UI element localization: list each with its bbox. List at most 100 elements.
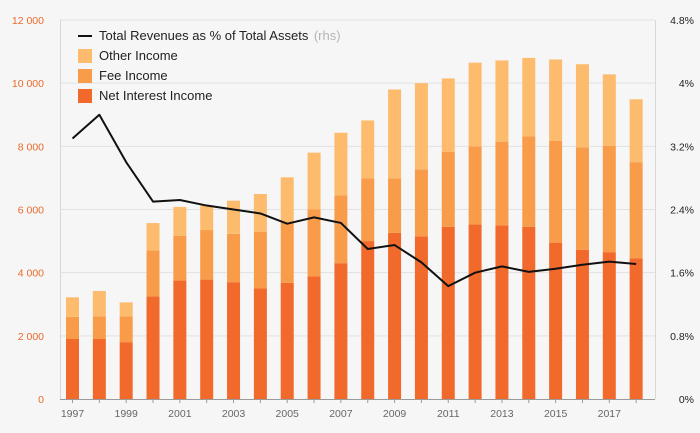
bar-other-income-2018: [629, 99, 643, 163]
bar-net-interest-income-2015: [549, 242, 563, 399]
x-tick-label: 2001: [168, 408, 192, 420]
bar-fee-income-2000: [146, 250, 160, 297]
y-right-tick-label: 2.4%: [670, 205, 694, 217]
y-left-tick-label: 10 000: [12, 78, 44, 90]
bar-other-income-2002: [200, 205, 214, 231]
legend-label-other-income: Other Income: [99, 48, 178, 63]
bar-other-income-2006: [307, 152, 321, 210]
y-left-tick-label: 8 000: [18, 141, 44, 153]
bar-fee-income-2002: [200, 230, 214, 280]
bar-net-interest-income-2017: [602, 252, 616, 399]
x-tick-label: 2017: [598, 408, 622, 420]
bar-net-interest-income-2004: [253, 288, 267, 399]
bar-fee-income-2013: [495, 141, 509, 226]
bar-net-interest-income-2005: [280, 282, 294, 399]
bar-other-income-2001: [173, 206, 187, 236]
bar-other-income-2007: [334, 132, 348, 196]
bar-net-interest-income-1999: [119, 342, 133, 399]
bar-fee-income-2017: [602, 145, 616, 253]
bar-net-interest-income-2014: [522, 226, 536, 399]
bar-net-interest-income-2010: [414, 236, 428, 399]
bar-fee-income-2011: [441, 151, 455, 227]
x-tick-label: 2011: [437, 408, 460, 420]
bar-fee-income-2005: [280, 222, 294, 283]
legend-label-line: Total Revenues as % of Total Assets: [99, 28, 309, 43]
y-right-tick-label: 1.6%: [670, 268, 694, 280]
x-tick-label: 2009: [383, 408, 407, 420]
legend: Total Revenues as % of Total Assets (rhs…: [78, 28, 341, 103]
bar-fee-income-2003: [227, 233, 241, 283]
bar-other-income-2003: [227, 200, 241, 234]
bar-fee-income-2007: [334, 195, 348, 264]
bar-other-income-2009: [388, 89, 402, 179]
line-total-revenues-pct-assets: [71, 113, 637, 288]
bar-fee-income-2008: [361, 178, 375, 242]
bar-other-income-2010: [414, 83, 428, 170]
bar-net-interest-income-2007: [334, 263, 348, 399]
bar-net-interest-income-2002: [200, 279, 214, 399]
legend-swatch-net-interest-income: [78, 89, 92, 103]
bar-fee-income-1997: [66, 316, 79, 339]
bar-net-interest-income-2003: [227, 282, 241, 399]
bar-net-interest-income-1998: [92, 338, 106, 399]
bar-other-income-1998: [92, 290, 106, 317]
bar-other-income-2015: [549, 59, 563, 141]
bar-fee-income-2010: [414, 169, 428, 237]
bar-net-interest-income-2016: [575, 249, 589, 399]
bars: [66, 57, 643, 399]
bar-net-interest-income-2011: [441, 226, 455, 399]
y-right-tick-label: 0.8%: [670, 331, 694, 343]
bar-other-income-2017: [602, 74, 616, 146]
bar-fee-income-2006: [307, 209, 321, 277]
bar-fee-income-2015: [549, 140, 563, 243]
bar-fee-income-2004: [253, 231, 267, 289]
bar-other-income-2013: [495, 60, 509, 142]
bar-fee-income-2001: [173, 235, 187, 281]
bar-net-interest-income-2018: [629, 258, 643, 399]
bar-fee-income-1998: [92, 316, 106, 339]
bar-fee-income-2012: [468, 146, 482, 225]
legend-label-fee-income: Fee Income: [99, 68, 168, 83]
bar-net-interest-income-2006: [307, 276, 321, 399]
bar-other-income-2011: [441, 78, 455, 152]
bar-other-income-2016: [575, 64, 589, 148]
x-tick-label: 2007: [329, 408, 353, 420]
bar-other-income-2012: [468, 62, 482, 147]
x-tick-label: 2015: [544, 408, 568, 420]
bar-fee-income-2018: [629, 162, 643, 259]
axes: 0 2 000 4 000 6 000 8 000 10 000 12 000 0% 0.8% 1…: [12, 15, 694, 420]
bar-fee-income-1999: [119, 316, 133, 343]
legend-label-line-note: (rhs): [314, 28, 341, 43]
bar-other-income-1999: [119, 302, 133, 317]
bar-net-interest-income-2012: [468, 224, 482, 399]
bar-net-interest-income-2001: [173, 280, 187, 399]
bar-fee-income-2014: [522, 136, 536, 227]
y-right-tick-label: 4.8%: [670, 15, 694, 27]
y-left-tick-label: 2 000: [18, 331, 44, 343]
bar-other-income-2005: [280, 177, 294, 223]
legend-swatch-other-income: [78, 49, 92, 63]
y-left-tick-label: 6 000: [18, 205, 44, 217]
legend-label-net-interest-income: Net Interest Income: [99, 88, 212, 103]
line-layer: [71, 113, 637, 288]
y-left-tick-label: 4 000: [18, 268, 44, 280]
legend-swatch-fee-income: [78, 69, 92, 83]
x-tick-label: 2013: [490, 408, 514, 420]
x-tick-label: 2003: [222, 408, 246, 420]
bar-net-interest-income-1997: [66, 338, 79, 399]
y-left-tick-label: 12 000: [12, 15, 44, 27]
bar-other-income-2000: [146, 223, 160, 251]
bar-fee-income-2016: [575, 147, 589, 250]
y-right-tick-label: 4%: [679, 78, 694, 90]
bar-other-income-1997: [66, 297, 79, 317]
bar-other-income-2008: [361, 120, 375, 179]
y-left-tick-label: 0: [38, 394, 44, 406]
bar-net-interest-income-2013: [495, 225, 509, 399]
x-tick-label: 1999: [115, 408, 139, 420]
y-right-tick-label: 3.2%: [670, 141, 694, 153]
bar-fee-income-2009: [388, 178, 402, 233]
bar-other-income-2014: [522, 57, 536, 137]
x-tick-label: 2005: [276, 408, 300, 420]
